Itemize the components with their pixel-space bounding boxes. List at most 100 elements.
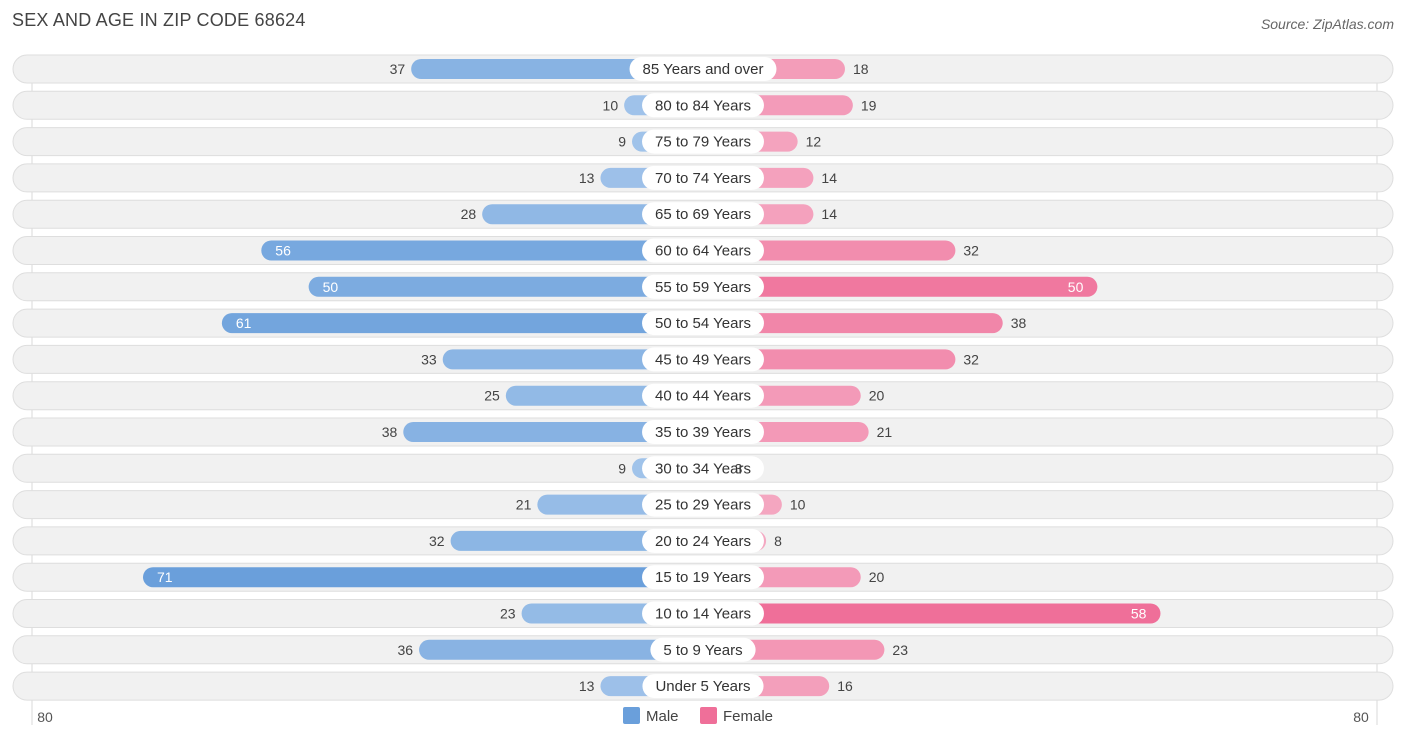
- chart-row: Under 5 Years 13 16: [12, 671, 1394, 701]
- female-value-label: 14: [821, 170, 837, 186]
- female-bar: [703, 349, 956, 370]
- male-bar: [403, 422, 703, 442]
- male-bar: [411, 59, 703, 79]
- category-pill: [629, 57, 777, 81]
- chart-row: 50 to 54 Years 61 38: [12, 308, 1394, 338]
- category-label: 65 to 69 Years: [655, 206, 751, 223]
- legend-male-label: Male: [646, 708, 679, 725]
- category-pill: [642, 420, 764, 444]
- female-bar: [703, 313, 1003, 334]
- male-value-label: 61: [236, 315, 252, 331]
- legend: Male Female: [623, 707, 773, 725]
- chart-row: 85 Years and over 37 18: [12, 54, 1394, 84]
- category-label: Under 5 Years: [655, 678, 750, 695]
- category-pill: [642, 202, 764, 227]
- legend-male-swatch: [623, 707, 640, 724]
- male-value-label: 13: [579, 678, 595, 694]
- male-value-label: 36: [397, 642, 413, 658]
- female-value-label: 58: [1131, 606, 1147, 622]
- female-value-label: 23: [892, 642, 908, 658]
- chart-row: 30 to 34 Years 9 3: [12, 453, 1394, 483]
- male-value-label: 37: [390, 61, 406, 77]
- female-bar: [703, 240, 956, 261]
- male-value-label: 23: [500, 606, 516, 622]
- category-pill: [642, 93, 764, 118]
- female-value-label: 19: [861, 97, 877, 113]
- male-bar: [442, 349, 703, 370]
- category-label: 60 to 64 Years: [655, 243, 751, 260]
- male-value-label: 38: [382, 424, 398, 440]
- male-bar: [308, 276, 703, 297]
- category-label: 55 to 59 Years: [655, 279, 751, 296]
- legend-female-label: Female: [723, 708, 773, 725]
- male-value-label: 9: [618, 460, 626, 476]
- category-pill: [642, 601, 764, 626]
- female-value-label: 50: [1068, 279, 1084, 295]
- chart-row: 10 to 14 Years 23 58: [12, 599, 1394, 628]
- category-label: 70 to 74 Years: [655, 170, 751, 187]
- category-label: 25 to 29 Years: [655, 497, 751, 514]
- chart-row: 55 to 59 Years 50 50: [12, 272, 1394, 302]
- category-pill: [642, 311, 764, 336]
- chart-row: 5 to 9 Years 36 23: [12, 635, 1394, 665]
- category-label: 10 to 14 Years: [655, 606, 751, 623]
- male-bar: [419, 639, 703, 660]
- chart-row: 35 to 39 Years 38 21: [12, 417, 1394, 447]
- axis-label-left: 80: [37, 709, 53, 725]
- female-value-label: 8: [774, 533, 782, 549]
- male-value-label: 33: [421, 351, 437, 367]
- chart-row: 75 to 79 Years 9 12: [12, 127, 1394, 157]
- female-value-label: 10: [790, 497, 806, 513]
- category-pill: [642, 347, 764, 372]
- male-value-label: 13: [579, 170, 595, 186]
- chart-row: 45 to 49 Years 33 32: [12, 344, 1394, 374]
- male-value-label: 71: [157, 569, 173, 585]
- category-label: 80 to 84 Years: [655, 97, 751, 114]
- category-pill: [642, 492, 764, 517]
- category-pill: [642, 528, 764, 553]
- female-value-label: 18: [853, 61, 869, 77]
- female-value-label: 3: [735, 460, 743, 476]
- legend-female-swatch: [700, 707, 717, 724]
- male-value-label: 28: [461, 206, 477, 222]
- chart-title: SEX AND AGE IN ZIP CODE 68624: [12, 10, 306, 30]
- male-bar: [450, 530, 703, 551]
- category-pill: [642, 274, 764, 299]
- male-bar: [221, 313, 704, 334]
- axis-label-right: 80: [1353, 709, 1369, 725]
- female-value-label: 20: [869, 569, 885, 585]
- category-pill: [642, 383, 764, 408]
- category-label: 5 to 9 Years: [663, 642, 742, 659]
- male-value-label: 32: [429, 533, 445, 549]
- chart-row: 65 to 69 Years 28 14: [12, 199, 1394, 229]
- category-label: 30 to 34 Years: [655, 460, 751, 477]
- male-value-label: 25: [484, 388, 500, 404]
- category-label: 75 to 79 Years: [655, 134, 751, 151]
- category-pill: [642, 238, 764, 263]
- category-label: 20 to 24 Years: [655, 533, 751, 550]
- male-value-label: 56: [275, 243, 291, 259]
- category-label: 50 to 54 Years: [655, 315, 751, 332]
- category-pill: [642, 565, 764, 590]
- category-pill: [642, 165, 764, 190]
- chart-row: 80 to 84 Years 10 19: [12, 90, 1394, 120]
- male-value-label: 9: [618, 134, 626, 150]
- chart-row: 60 to 64 Years 56 32: [12, 236, 1394, 265]
- female-value-label: 32: [963, 351, 979, 367]
- chart-row: 15 to 19 Years 71 20: [12, 562, 1394, 592]
- female-bar: [703, 603, 1161, 624]
- female-value-label: 12: [806, 134, 822, 150]
- category-label: 45 to 49 Years: [655, 351, 751, 368]
- category-label: 15 to 19 Years: [655, 569, 751, 586]
- chart-row: 40 to 44 Years 25 20: [12, 381, 1394, 411]
- chart-row: 70 to 74 Years 13 14: [12, 163, 1394, 193]
- female-bar: [703, 276, 1098, 297]
- female-value-label: 20: [869, 388, 885, 404]
- category-label: 35 to 39 Years: [655, 424, 751, 441]
- male-value-label: 21: [516, 497, 532, 513]
- female-value-label: 16: [837, 678, 853, 694]
- female-value-label: 21: [877, 424, 893, 440]
- category-pill: [642, 456, 764, 481]
- chart-row: 20 to 24 Years 32 8: [12, 526, 1394, 556]
